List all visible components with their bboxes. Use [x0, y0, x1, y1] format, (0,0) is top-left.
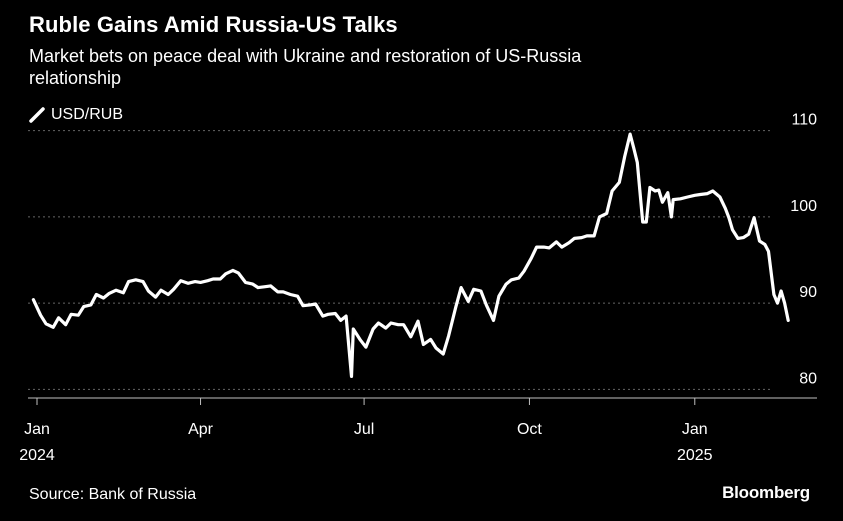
bloomberg-logo: Bloomberg — [722, 483, 810, 502]
y-tick-label: 80 — [799, 370, 817, 387]
chart-title: Ruble Gains Amid Russia-US Talks — [29, 12, 398, 37]
legend-label: USD/RUB — [51, 106, 124, 123]
x-tick-year-label: 2024 — [19, 447, 55, 464]
x-tick-label: Apr — [188, 421, 214, 438]
x-tick-year-label: 2025 — [677, 447, 713, 464]
chart-subtitle: Market bets on peace deal with Ukraine a… — [29, 46, 582, 88]
series-line-usd-rub — [31, 132, 790, 378]
x-tick-label: Jan — [682, 421, 708, 438]
x-tick-label: Oct — [517, 421, 542, 438]
y-tick-label: 110 — [791, 112, 817, 129]
y-tick-label: 90 — [799, 284, 817, 301]
legend-line-icon — [29, 107, 45, 123]
y-tick-label: 100 — [790, 198, 817, 215]
legend: USD/RUB — [29, 106, 123, 124]
x-tick-label: Jul — [354, 421, 374, 438]
source-note: Source: Bank of Russia — [29, 486, 197, 503]
x-tick-label: Jan — [24, 421, 50, 438]
